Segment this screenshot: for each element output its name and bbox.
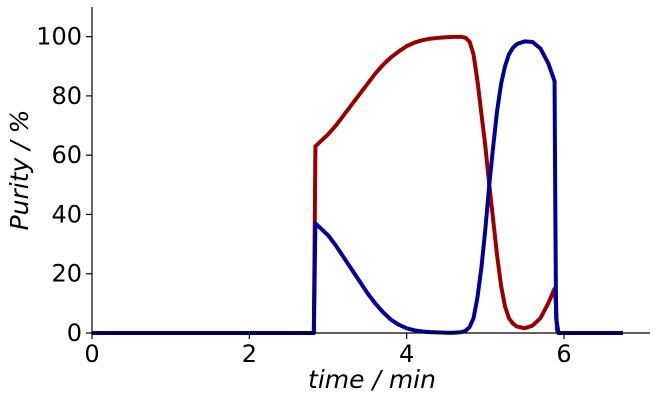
x-axis-label: time / min xyxy=(308,365,436,394)
y-tick-label: 60 xyxy=(51,141,82,169)
series-layer xyxy=(92,34,623,335)
x-tick-label: 4 xyxy=(399,340,414,368)
y-tick-label: 80 xyxy=(51,82,82,110)
y-tick-label: 40 xyxy=(51,200,82,228)
x-tick-label: 2 xyxy=(242,340,257,368)
y-tick-label: 0 xyxy=(67,319,82,347)
series-line-1 xyxy=(92,34,623,335)
series-line-2 xyxy=(92,39,623,335)
y-tick-label: 20 xyxy=(51,260,82,288)
x-tick-label: 0 xyxy=(84,340,99,368)
x-tick-label: 6 xyxy=(556,340,571,368)
y-tick-label: 100 xyxy=(36,23,82,51)
y-axis-label: Purity / % xyxy=(5,110,34,231)
